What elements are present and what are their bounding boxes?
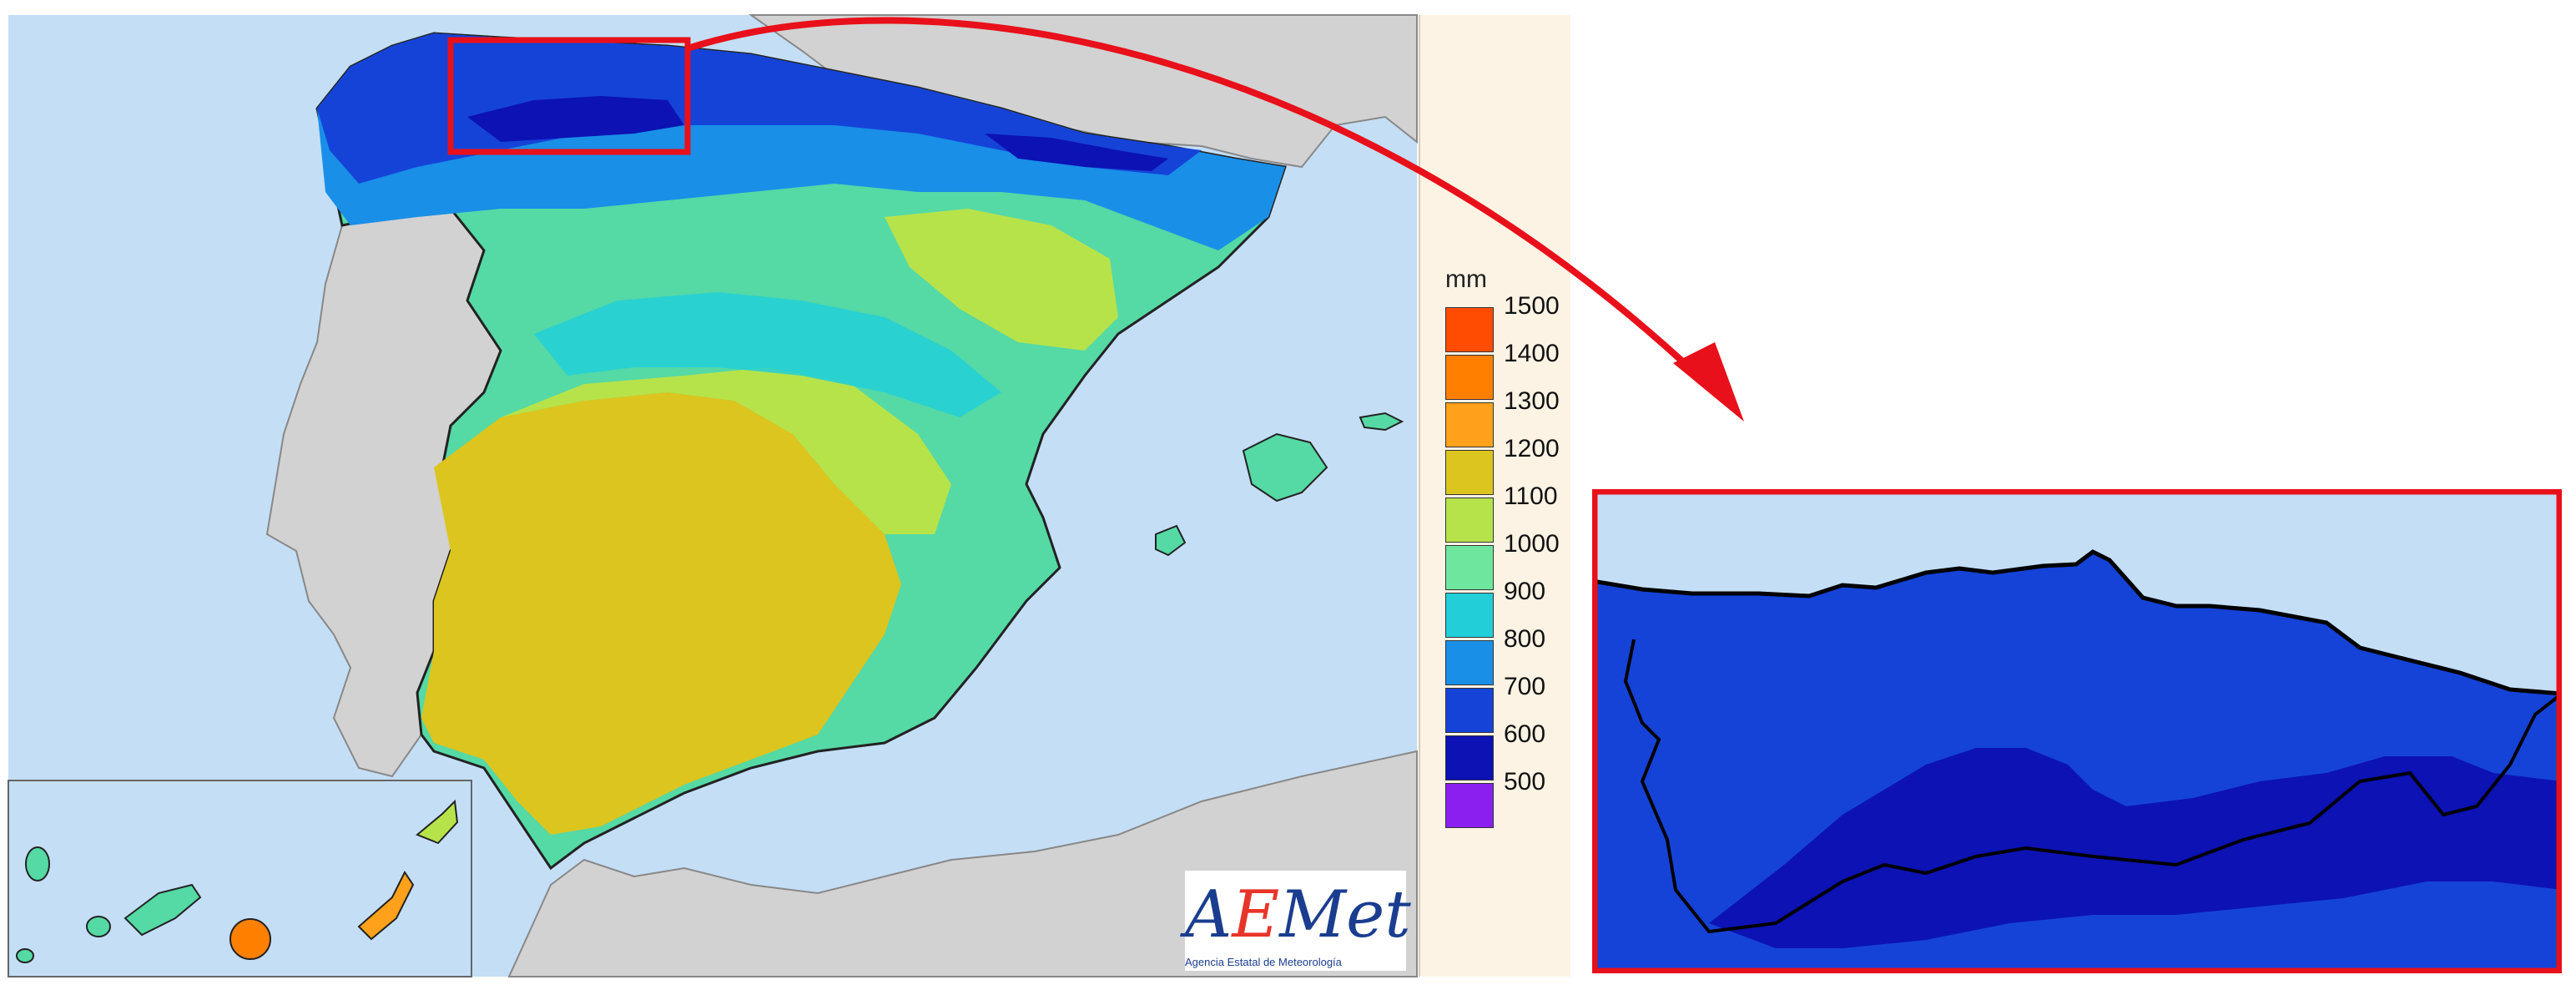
zone-central	[501, 367, 951, 534]
legend-label-800: 800	[1504, 625, 1546, 653]
legend-swatch-900	[1445, 593, 1494, 638]
inset-coastline	[1592, 549, 2562, 696]
wet-band-north-600	[467, 96, 684, 142]
mallorca	[1242, 432, 1328, 503]
precipitation-map	[8, 14, 1418, 977]
legend-label-900: 900	[1504, 578, 1546, 605]
ibiza	[1155, 524, 1187, 557]
tenerife	[124, 883, 202, 937]
legend-swatch-500	[1445, 783, 1494, 828]
legend-label-1100: 1100	[1504, 482, 1558, 510]
legend-label-1500: 1500	[1504, 292, 1560, 320]
legend-label-1200: 1200	[1504, 435, 1560, 462]
inset-land-600	[1709, 748, 2562, 948]
legend-label-1400: 1400	[1504, 340, 1560, 367]
legend-label-700: 700	[1504, 673, 1546, 700]
gran-canaria	[229, 918, 271, 960]
legend-swatch-1200	[1445, 450, 1494, 495]
legend-swatch-800	[1445, 640, 1494, 685]
legend-swatch-1500	[1445, 307, 1494, 352]
la-gomera	[86, 916, 111, 937]
legend-swatch-1000	[1445, 545, 1494, 590]
legend-swatch-700	[1445, 688, 1494, 733]
la-palma	[25, 846, 50, 881]
legend-swatch-1400	[1445, 355, 1494, 400]
legend-swatch-600	[1445, 735, 1494, 780]
fuerteventura	[357, 871, 415, 941]
zoom-inset	[1592, 489, 2562, 973]
legend-label-1000: 1000	[1504, 530, 1560, 558]
zoom-arrow-head	[1673, 342, 1744, 422]
legend-label-1300: 1300	[1504, 387, 1560, 415]
legend-panel: mm 1500 1400 1300 1200 1100 1000 900 800 700 600 5…	[1419, 15, 1570, 977]
lanzarote	[416, 799, 459, 845]
aemet-logo: AEMet Agencia Estatal de Meteorología	[1185, 871, 1411, 971]
legend-swatch-1100	[1445, 498, 1494, 543]
dry-zone-southwest	[421, 392, 901, 835]
legend-unit: mm	[1445, 265, 1487, 293]
logo-caption: Agencia Estatal de Meteorología	[1185, 956, 1342, 968]
logo-wordmark: AEMet	[1185, 877, 1411, 952]
inset-border	[1623, 639, 2562, 934]
inset-frame	[1592, 489, 2562, 973]
legend-label-600: 600	[1504, 720, 1546, 748]
legend-label-500: 500	[1504, 768, 1546, 796]
menorca	[1359, 412, 1404, 432]
legend-swatch-1300	[1445, 402, 1494, 447]
el-hierro	[16, 948, 34, 963]
